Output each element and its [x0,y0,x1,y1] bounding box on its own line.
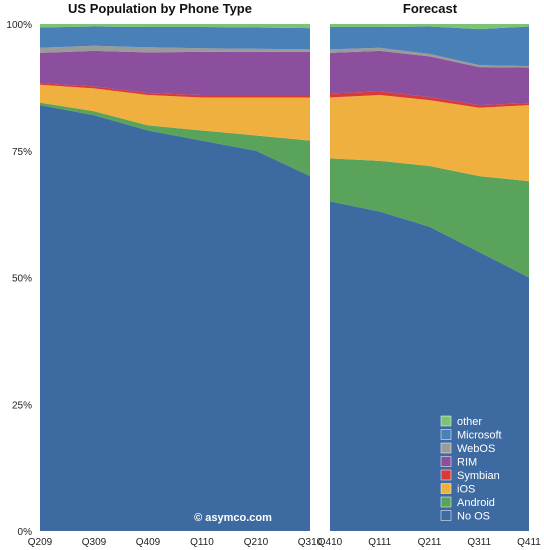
y-tick-label: 50% [12,274,32,285]
area-series-symbian [40,83,310,98]
y-tick-label: 0% [18,527,33,538]
area-series-webos [40,45,310,53]
area-series-rim [330,50,529,106]
legend-swatch-symbian [440,469,452,481]
area-series-microsoft [40,26,310,50]
area-series-other [330,24,529,30]
legend-swatch-rim [440,456,452,467]
x-tick-label: Q210 [244,537,269,548]
x-tick-label: Q311 [467,537,491,548]
legend-swatch-webos [440,442,452,454]
legend-label: other [457,416,482,428]
legend-swatch-other [440,415,452,427]
y-tick-label: 75% [12,147,32,158]
x-tick-label: Q111 [368,537,391,548]
x-tick-label: Q410 [318,537,343,548]
y-tick-label: 100% [6,20,32,31]
y-tick-label: 25% [12,400,32,411]
legend-label: iOS [457,484,475,496]
area-series-ios [330,95,529,182]
x-tick-label: Q310 [298,537,323,548]
legend-label: Microsoft [457,430,502,442]
x-tick-label: Q411 [517,537,541,548]
legend-label: Symbian [457,470,500,482]
watermark: © asymco.com [194,512,272,524]
area-series-rim [40,50,310,95]
legend-label: Android [457,497,495,509]
area-series-symbian [330,91,529,108]
area-series-microsoft [330,26,529,67]
legend-swatch-android [440,496,452,508]
panel-forecast [330,24,529,531]
area-series-no-os [40,105,310,531]
legend-swatch-microsoft [440,429,452,440]
legend-swatch-no-os [440,510,452,521]
x-tick-label: Q211 [418,537,442,548]
x-tick-label: Q309 [82,537,107,548]
y-axis: 0% 25% 50% 75% 100% [6,20,32,538]
area-series-android [330,158,529,278]
area-series-ios [40,84,310,141]
chart-title-history: US Population by Phone Type [68,1,252,16]
area-series-other [40,24,310,29]
chart-title-forecast: Forecast [403,1,458,16]
legend-label: RIM [457,457,477,469]
x-tick-label: Q409 [136,537,161,548]
panel-history [40,24,310,531]
area-series-no-os [330,201,529,531]
area-series-webos [330,47,529,68]
legend-label: No OS [457,511,490,523]
x-tick-label: Q209 [28,537,53,548]
legend-label: WebOS [457,443,495,455]
x-tick-label: Q110 [190,537,214,548]
area-series-android [40,102,310,177]
legend-swatch-ios [440,483,452,494]
